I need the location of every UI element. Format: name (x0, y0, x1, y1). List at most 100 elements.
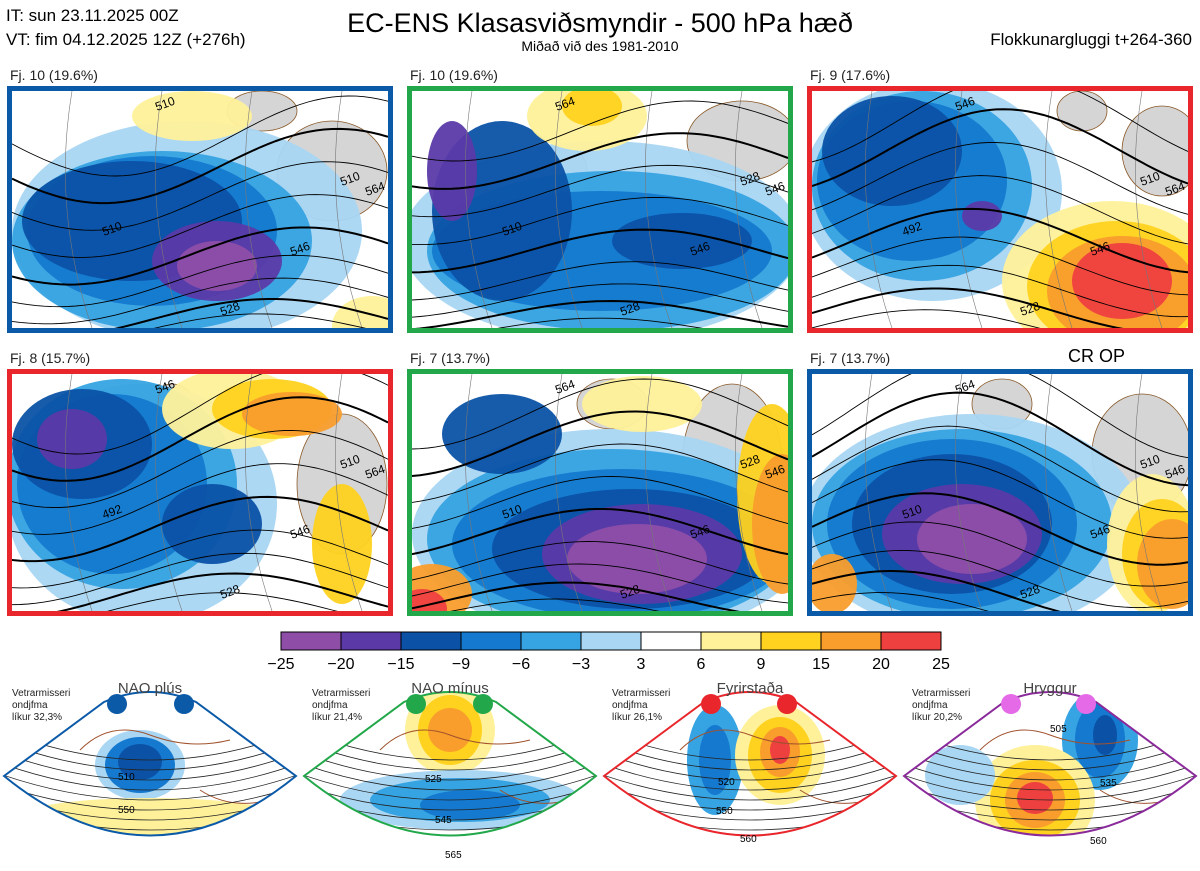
colorbar-segment (460, 631, 522, 651)
anomaly-area (822, 96, 962, 206)
regime-contour (904, 784, 1196, 811)
contour-label: 546 (153, 377, 177, 397)
contour-label: 546 (763, 462, 787, 482)
anomaly-area (582, 376, 702, 432)
regime-nao-plus: 510 550 NAO plús Vetrarmisseri ondjfma lí… (0, 680, 300, 871)
contour-label: 546 (288, 522, 312, 542)
regime-contour (904, 740, 1196, 771)
regime-anomaly (118, 744, 162, 780)
colorbar-tick-label: 9 (756, 656, 766, 673)
regime-contour (304, 773, 596, 801)
regime-note: Vetrarmisseri ondjfma líkur 26,1% (612, 688, 692, 724)
coastline (379, 729, 531, 751)
regime-contour-label: 545 (435, 815, 452, 826)
regime-note-line: Vetrarmisseri (12, 688, 71, 699)
height-contour (12, 429, 388, 508)
anomaly-area (917, 504, 1027, 574)
graticule-line (65, 91, 93, 328)
contour-label: 546 (688, 522, 712, 542)
anomaly-area (1072, 243, 1172, 319)
contour-label: 510 (500, 219, 524, 239)
regime-anomaly (1012, 854, 1048, 866)
contour-label: 510 (153, 94, 177, 114)
cluster-panel-1: 510 510 528 546 564 510 (7, 86, 393, 333)
regime-note-line: Vetrarmisseri (312, 688, 371, 699)
contour-label: 546 (1088, 522, 1112, 542)
colorbar-segment (880, 631, 942, 651)
regime-marker-dot (1001, 694, 1021, 714)
colorbar-tick-label: 20 (872, 656, 890, 673)
height-contour (106, 592, 338, 611)
graticule-line (865, 91, 893, 328)
height-contour (812, 207, 1188, 274)
anomaly-area (427, 121, 477, 221)
regime-note-line: ondjfma (912, 700, 948, 711)
height-contour (497, 317, 703, 328)
contour-label: 528 (1018, 299, 1042, 319)
regime-contour (4, 773, 296, 801)
regime-marker-dot (701, 694, 721, 714)
regime-contour-label: 550 (716, 806, 733, 817)
colorbar-tick-label: −3 (571, 656, 591, 673)
colorbar-segment (640, 631, 702, 651)
regime-marker-dot (107, 694, 127, 714)
regime-contour (904, 773, 1196, 801)
regime-anomaly (925, 745, 995, 805)
regime-contour-label: 525 (425, 774, 442, 785)
regime-title: Hryggur (1023, 680, 1077, 697)
regime-contour-label: 510 (118, 772, 135, 783)
graticule-line (865, 374, 893, 611)
graticule-line (245, 374, 273, 611)
regime-contour-label: 535 (1100, 778, 1117, 789)
height-contour (412, 443, 788, 503)
height-contour (12, 552, 388, 606)
height-contour (412, 563, 788, 604)
contour-label: 510 (900, 502, 924, 522)
height-contour (12, 127, 388, 205)
height-contour (12, 95, 388, 177)
cluster-panel-2: 510 528 528 546 546 564 (407, 86, 793, 333)
height-contour (812, 425, 1188, 513)
page-subtitle: Miðað við des 1981-2010 (521, 38, 679, 54)
height-contour (812, 459, 1188, 539)
regime-contour-label: 560 (1090, 836, 1107, 847)
contour-label: 510 (500, 502, 524, 522)
graticule-line (955, 374, 983, 611)
colorbar-tick-label: 15 (812, 656, 830, 673)
panel-label: Fj. 9 (17.6%) (810, 67, 891, 83)
cr-op-label: CR OP (1067, 346, 1125, 366)
graticule-line (65, 374, 93, 611)
height-contour (450, 598, 660, 611)
height-contour (114, 298, 388, 328)
regime-note-line: líkur 20,2% (912, 712, 963, 723)
height-contour (412, 581, 741, 611)
valid-time: VT: fim 04.12.2025 12Z (+276h) (6, 30, 246, 49)
graticule-line (1135, 91, 1163, 328)
regime-contour (4, 740, 296, 771)
contour-label: 528 (738, 169, 762, 189)
regime-contour-label: 565 (445, 850, 462, 861)
regime-note: Vetrarmisseri ondjfma líkur 21,4% (312, 688, 392, 724)
colorbar-tick-label: −15 (387, 656, 415, 673)
contour-label: 546 (1088, 239, 1112, 259)
height-contour (812, 264, 1188, 318)
contour-label: 510 (338, 169, 362, 189)
anomaly-area (442, 394, 562, 474)
height-contour (812, 521, 1188, 587)
height-contour (12, 374, 388, 455)
colorbar-segment (280, 631, 342, 651)
anomaly-area (132, 91, 252, 141)
graticule-line (335, 91, 363, 328)
regime-title: NAO mínus (411, 680, 489, 697)
regime-note: Vetrarmisseri ondjfma líkur 32,3% (12, 688, 92, 724)
regime-contour (604, 740, 896, 771)
height-contour (412, 197, 788, 246)
contour-label: 546 (288, 239, 312, 259)
regime-note-line: ondjfma (12, 700, 48, 711)
contour-label: 564 (1163, 179, 1187, 199)
graticule-line (735, 374, 763, 611)
contour-label: 546 (763, 179, 787, 199)
regime-contour (304, 740, 596, 771)
regime-fan-outline (902, 691, 1198, 837)
height-contour (812, 287, 1124, 328)
